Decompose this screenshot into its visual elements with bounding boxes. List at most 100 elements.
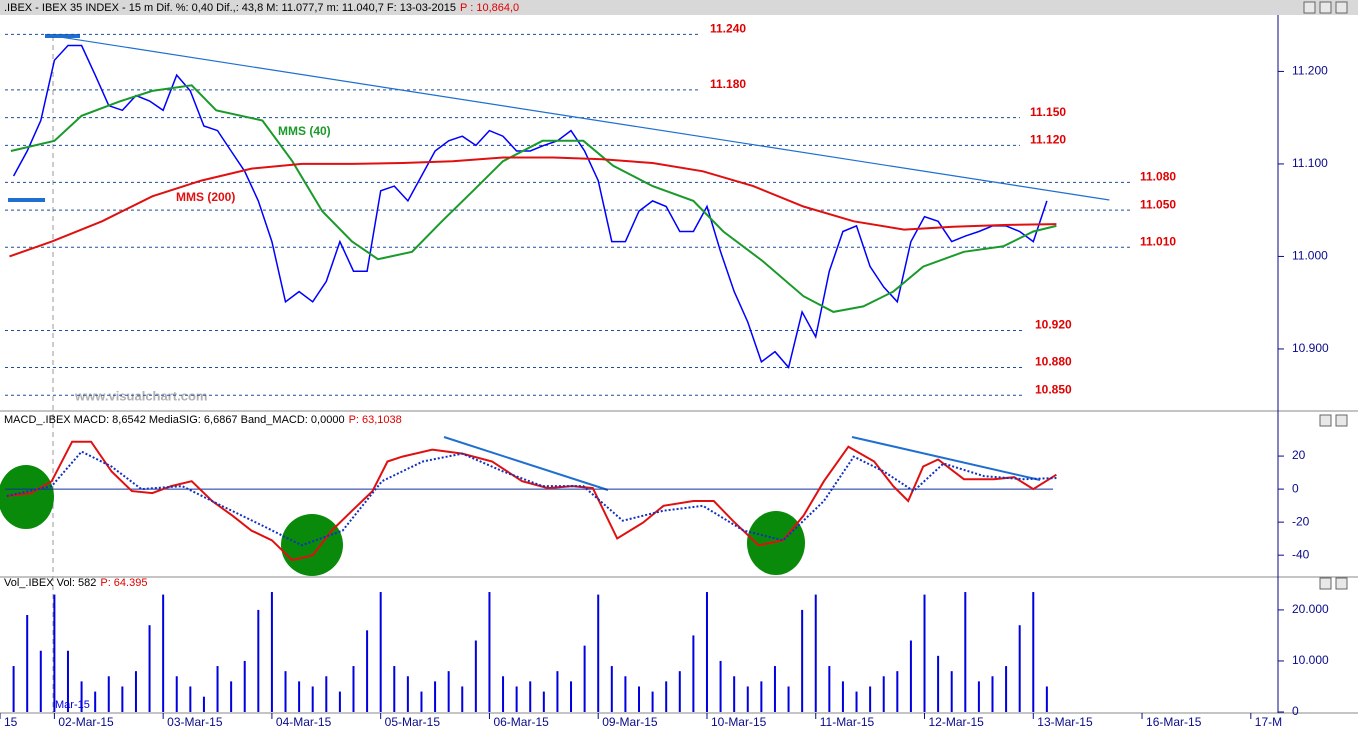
y-tick-label: -40 [1292, 547, 1310, 561]
trendline [61, 36, 1110, 201]
x-tick-label: 15 [4, 715, 18, 729]
volume-bar [896, 671, 899, 712]
volume-bar [420, 691, 423, 712]
volume-bar [991, 676, 994, 712]
x-tick-label: 17-M [1255, 715, 1282, 729]
highlight-circle [281, 514, 343, 576]
volume-bar [53, 594, 56, 712]
maximize-button[interactable] [1319, 577, 1332, 590]
volume-annotation: Mar-15 [55, 699, 90, 711]
series-line [12, 44, 1048, 369]
level-label: 10.920 [1035, 318, 1072, 332]
volume-bar [94, 691, 97, 712]
volume-bar [121, 686, 124, 712]
header-value: P: 64.395 [100, 577, 147, 589]
volume-bar [692, 635, 695, 712]
maximize-button[interactable] [1319, 1, 1332, 14]
volume-bar [665, 681, 668, 712]
volume-bar [882, 676, 885, 712]
volume-bar [583, 645, 586, 712]
level-label: 11.080 [1140, 170, 1176, 184]
header-text: .IBEX - IBEX 35 INDEX - 15 m Dif. %: 0,4… [4, 2, 456, 14]
ma200-label: MMS (200) [176, 190, 235, 204]
volume-bar [107, 676, 110, 712]
volume-bar [148, 625, 151, 712]
header-text: MACD_.IBEX MACD: 8,6542 MediaSIG: 6,6867… [4, 414, 345, 426]
volume-bar [474, 640, 477, 712]
volume-bar [787, 686, 790, 712]
volume-bar [760, 681, 763, 712]
y-tick-label: -20 [1292, 514, 1310, 528]
maximize-button[interactable] [1319, 414, 1332, 427]
level-label: 10.850 [1035, 382, 1072, 396]
volume-bar [801, 609, 804, 712]
volume-bar [529, 681, 532, 712]
close-button[interactable] [1335, 577, 1348, 590]
volume-bar [257, 609, 260, 712]
volume-bar [406, 676, 409, 712]
macd-header: MACD_.IBEX MACD: 8,6542 MediaSIG: 6,6867… [4, 414, 402, 426]
y-tick-label: 10.900 [1292, 341, 1329, 355]
volume-bar [26, 615, 29, 712]
volume-bar [950, 671, 953, 712]
y-tick-label: 11.100 [1292, 156, 1328, 170]
volume-bar [393, 666, 396, 712]
volume-bar [556, 671, 559, 712]
volume-bar [39, 650, 42, 712]
volume-bar [923, 594, 926, 712]
divergence-line [851, 436, 1041, 481]
series-line [9, 156, 1057, 258]
volume-bar [515, 686, 518, 712]
volume-bar [216, 666, 219, 712]
level-label: 11.150 [1030, 105, 1066, 119]
volume-bar [814, 594, 817, 712]
volume-bar [162, 594, 165, 712]
header-value: P : 10,864,0 [460, 2, 519, 14]
header-value: P: 63,1038 [349, 414, 402, 426]
header-text: Vol_.IBEX Vol: 582 [4, 577, 96, 589]
x-tick-label: 16-Mar-15 [1146, 715, 1202, 729]
volume-bar [352, 666, 355, 712]
volume-bar [189, 686, 192, 712]
volume-bar [1032, 592, 1035, 712]
volume-bar [964, 592, 967, 712]
y-tick-label: 11.000 [1292, 249, 1328, 263]
volume-bar [1005, 666, 1008, 712]
series-line [6, 440, 1057, 562]
x-tick-label: 05-Mar-15 [385, 715, 441, 729]
y-tick-label: 20 [1292, 448, 1306, 462]
volume-bar [488, 592, 491, 712]
volume-header: Vol_.IBEX Vol: 582 P: 64.395 [4, 577, 147, 589]
highlight-circle [0, 465, 54, 529]
volume-bar [542, 691, 545, 712]
volume-bar [937, 655, 940, 712]
x-tick-label: 11-Mar-15 [820, 715, 875, 729]
volume-bar [366, 630, 369, 712]
minimize-button[interactable] [1303, 1, 1316, 14]
level-label: 11.240 [710, 22, 746, 36]
x-tick-label: 04-Mar-15 [276, 715, 332, 729]
volume-bar [746, 686, 749, 712]
volume-bar [338, 691, 341, 712]
close-button[interactable] [1335, 414, 1348, 427]
series-line [6, 450, 1057, 547]
volume-bar [733, 676, 736, 712]
volume-bar [1045, 686, 1048, 712]
volume-bar [624, 676, 627, 712]
level-label: 10.880 [1035, 355, 1072, 369]
y-tick-label: 0 [1292, 481, 1299, 495]
volume-bar [869, 686, 872, 712]
volume-bar [325, 676, 328, 712]
volume-bar [502, 676, 505, 712]
close-button[interactable] [1335, 1, 1348, 14]
y-tick-label: 0 [1292, 704, 1299, 718]
volume-bar [610, 666, 613, 712]
series-line [10, 84, 1057, 313]
volume-bar [12, 666, 15, 712]
volume-bar [134, 671, 137, 712]
macd-header-bar [0, 411, 1358, 427]
price-header: .IBEX - IBEX 35 INDEX - 15 m Dif. %: 0,4… [4, 2, 519, 14]
volume-bar [461, 686, 464, 712]
volume-bar [447, 671, 450, 712]
header-bar [0, 0, 1358, 15]
